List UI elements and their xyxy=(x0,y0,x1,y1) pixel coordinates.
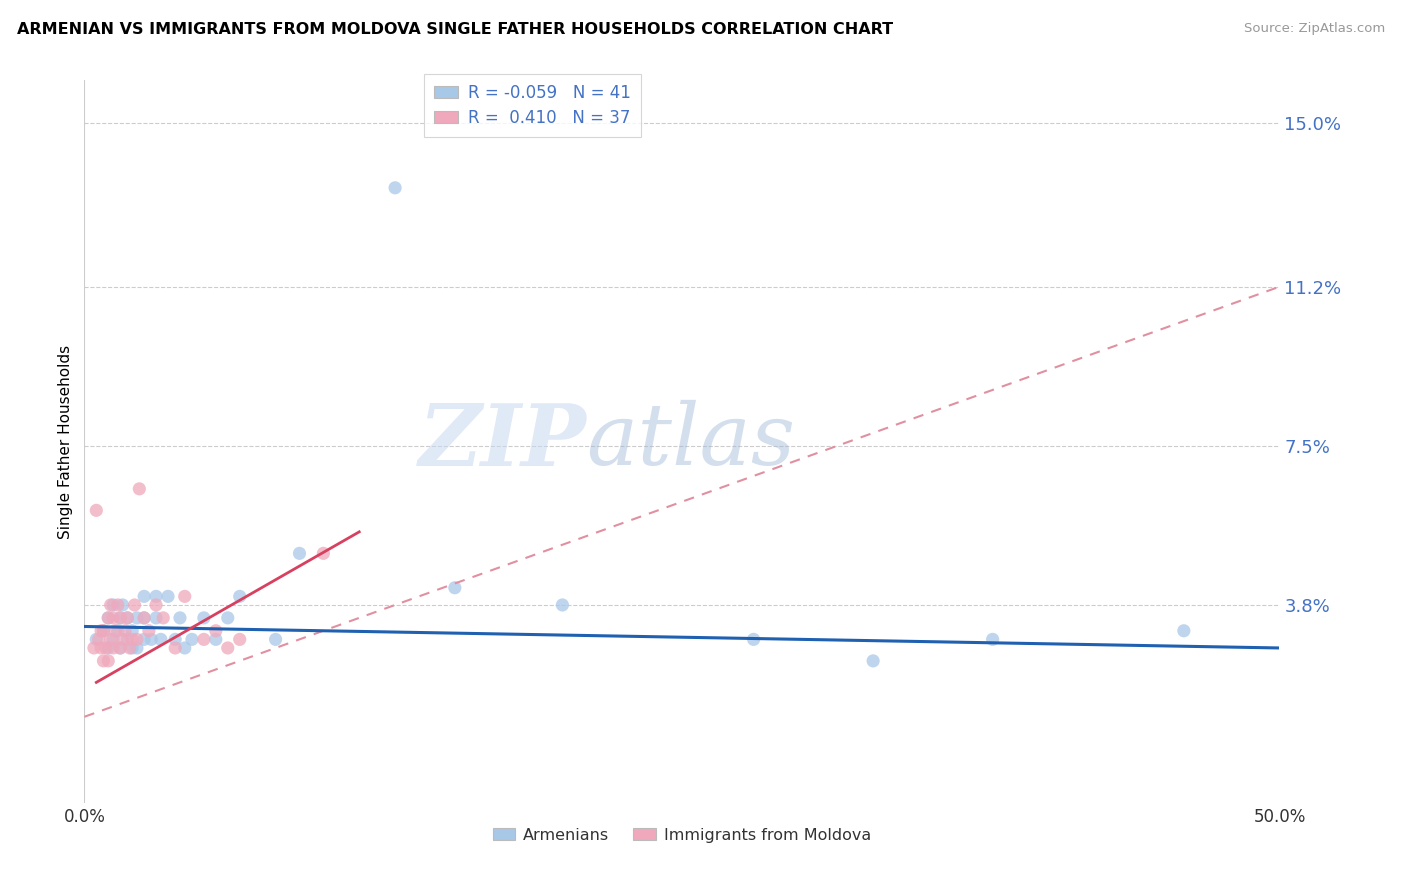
Point xyxy=(93,624,115,638)
Point xyxy=(149,632,172,647)
Point xyxy=(132,590,156,604)
Point xyxy=(114,624,136,638)
Point xyxy=(165,632,187,647)
Point xyxy=(181,632,204,647)
Point xyxy=(90,640,112,655)
Text: Source: ZipAtlas.com: Source: ZipAtlas.com xyxy=(1244,22,1385,36)
Point xyxy=(97,654,120,668)
Point xyxy=(100,632,122,647)
Legend: Armenians, Immigrants from Moldova: Armenians, Immigrants from Moldova xyxy=(486,822,877,849)
Point xyxy=(165,640,187,655)
Point xyxy=(125,640,148,655)
Point xyxy=(193,632,215,647)
Point xyxy=(111,632,134,647)
Point xyxy=(145,598,167,612)
Point xyxy=(862,654,884,668)
Point xyxy=(981,632,1004,647)
Point xyxy=(124,598,146,612)
Point xyxy=(93,654,115,668)
Point xyxy=(121,640,143,655)
Point xyxy=(217,640,239,655)
Point xyxy=(742,632,765,647)
Point xyxy=(93,624,115,638)
Point xyxy=(264,632,287,647)
Point xyxy=(132,611,156,625)
Point xyxy=(117,611,139,625)
Point xyxy=(169,611,191,625)
Text: atlas: atlas xyxy=(586,401,796,483)
Point xyxy=(217,611,239,625)
Point xyxy=(157,590,180,604)
Point xyxy=(132,611,156,625)
Point xyxy=(288,546,311,560)
Point xyxy=(83,640,105,655)
Text: ARMENIAN VS IMMIGRANTS FROM MOLDOVA SINGLE FATHER HOUSEHOLDS CORRELATION CHART: ARMENIAN VS IMMIGRANTS FROM MOLDOVA SING… xyxy=(17,22,893,37)
Text: ZIP: ZIP xyxy=(419,400,586,483)
Point xyxy=(121,632,143,647)
Point xyxy=(145,611,167,625)
Point xyxy=(205,624,228,638)
Point xyxy=(86,503,108,517)
Point xyxy=(229,632,252,647)
Point xyxy=(97,611,120,625)
Point xyxy=(100,598,122,612)
Point xyxy=(117,611,139,625)
Point xyxy=(101,632,124,647)
Point xyxy=(128,482,150,496)
Point xyxy=(444,581,467,595)
Point xyxy=(125,611,148,625)
Point xyxy=(94,640,117,655)
Point xyxy=(205,632,228,647)
Point xyxy=(145,590,167,604)
Point xyxy=(97,640,120,655)
Point xyxy=(132,632,156,647)
Point xyxy=(141,632,163,647)
Point xyxy=(107,598,129,612)
Y-axis label: Single Father Households: Single Father Households xyxy=(58,344,73,539)
Point xyxy=(312,546,335,560)
Point xyxy=(97,611,120,625)
Point xyxy=(193,611,215,625)
Point xyxy=(117,632,139,647)
Point xyxy=(101,640,124,655)
Point xyxy=(121,624,143,638)
Point xyxy=(173,640,195,655)
Point xyxy=(90,624,112,638)
Point xyxy=(107,624,129,638)
Point xyxy=(110,640,132,655)
Point xyxy=(1173,624,1195,638)
Point xyxy=(86,632,108,647)
Point xyxy=(152,611,174,625)
Point xyxy=(173,590,195,604)
Point xyxy=(104,624,127,638)
Point xyxy=(118,640,141,655)
Point xyxy=(111,598,134,612)
Point xyxy=(101,611,124,625)
Point xyxy=(138,624,160,638)
Point xyxy=(87,632,110,647)
Point xyxy=(229,590,252,604)
Point xyxy=(125,632,148,647)
Point xyxy=(110,611,132,625)
Point xyxy=(110,640,132,655)
Point xyxy=(101,598,124,612)
Point xyxy=(384,181,406,195)
Point xyxy=(551,598,574,612)
Point xyxy=(110,611,132,625)
